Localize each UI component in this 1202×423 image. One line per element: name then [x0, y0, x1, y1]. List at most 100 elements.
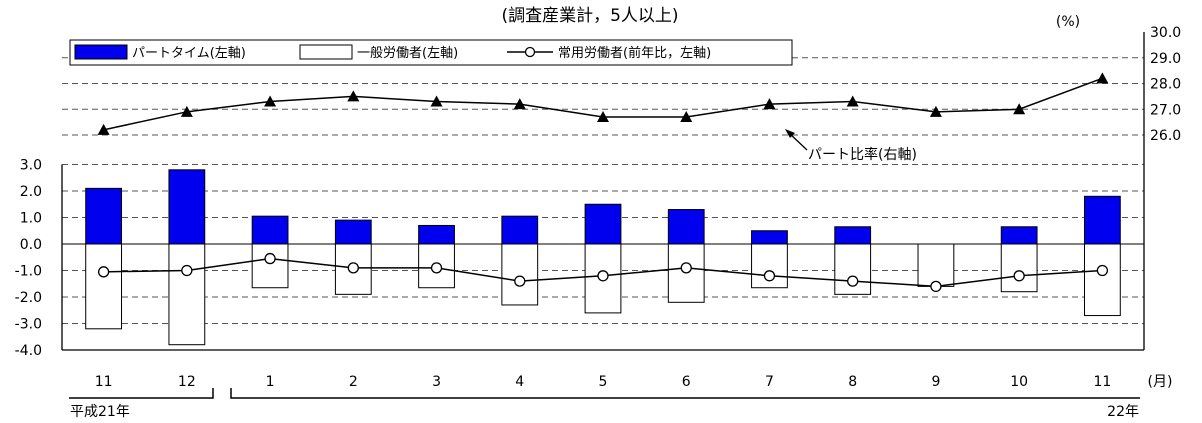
part-ratio-point — [430, 95, 443, 107]
legend-part-time-label: パートタイム(左軸) — [132, 46, 246, 61]
left-tick-label: -4.0 — [15, 343, 42, 359]
x-axis-ticks: 11 12 1 2 3 4 5 6 7 8 9 10 11 — [95, 374, 1112, 390]
legend-general-swatch — [299, 44, 353, 60]
x-tick-label: 5 — [599, 374, 608, 390]
part-time-bar — [334, 219, 372, 245]
part-time-bar — [1083, 195, 1121, 245]
part-ratio-point — [347, 90, 360, 102]
x-tick-label: 11 — [1093, 374, 1111, 390]
x-tick-label: 10 — [1010, 374, 1028, 390]
part-ratio-point — [597, 110, 609, 122]
part-time-bar — [751, 230, 788, 245]
regular-worker-point — [1096, 264, 1109, 277]
legend-general-label: 一般労働者(左軸) — [357, 45, 458, 61]
left-tick-label: 0.0 — [20, 237, 42, 253]
general-worker-bar — [917, 243, 955, 287]
part-time-bar — [251, 215, 289, 245]
left-tick-label: -1.0 — [15, 264, 42, 280]
regular-worker-point — [930, 280, 942, 293]
part-time-bar — [584, 203, 622, 245]
part-ratio-point — [264, 95, 277, 107]
regular-worker-line — [97, 252, 1109, 293]
year-label-right: 22年 — [1107, 404, 1139, 420]
regular-worker-point — [680, 262, 692, 274]
general-worker-bar — [168, 243, 206, 346]
part-time-bar — [1000, 226, 1038, 245]
right-tick-label: 26.0 — [1150, 128, 1181, 144]
ratio-annotation: パート比率(右軸) — [785, 129, 917, 163]
regular-worker-point — [597, 270, 609, 282]
part-ratio-point — [513, 98, 526, 110]
part-ratio-point — [763, 98, 776, 110]
right-axis-unit: (%) — [1056, 14, 1080, 30]
part-time-bar — [168, 169, 206, 245]
regular-worker-point — [181, 264, 193, 277]
x-tick-label: 7 — [765, 374, 774, 390]
legend-regular-label: 常用労働者(前年比，左軸) — [558, 45, 711, 61]
right-tick-label: 30.0 — [1150, 25, 1181, 41]
x-tick-label: 4 — [515, 374, 524, 390]
legend-regular-marker — [524, 46, 536, 58]
general-worker-bars — [85, 243, 1121, 346]
general-worker-bar — [834, 243, 872, 295]
part-ratio-point — [846, 95, 859, 107]
general-worker-bar — [501, 243, 539, 306]
x-tick-label: 2 — [349, 374, 358, 390]
x-tick-label: 12 — [178, 374, 196, 390]
legend: パートタイム(左軸) 一般労働者(左軸) 常用労働者(前年比，左軸) — [69, 39, 793, 66]
part-ratio-line — [97, 72, 1109, 135]
right-tick-label: 27.0 — [1150, 102, 1181, 118]
general-worker-bar — [1000, 243, 1038, 293]
part-ratio-point — [180, 105, 193, 117]
part-time-bar — [834, 226, 872, 245]
part-ratio-point — [680, 110, 693, 122]
left-tick-label: -3.0 — [15, 317, 42, 333]
left-tick-label: 1.0 — [20, 211, 42, 227]
part-ratio-point — [97, 123, 110, 135]
year-bracket-2009 — [69, 388, 214, 399]
x-tick-label: 6 — [682, 374, 691, 390]
x-axis-unit: (月) — [1148, 374, 1173, 390]
annotation-arrowhead — [785, 129, 795, 138]
year-brackets — [69, 388, 1140, 399]
x-tick-label: 11 — [95, 374, 113, 390]
regular-worker-point — [97, 266, 110, 278]
part-time-bar — [667, 209, 705, 245]
x-tick-label: 9 — [931, 374, 940, 390]
regular-worker-point — [347, 262, 359, 274]
x-tick-label: 8 — [848, 374, 857, 390]
left-axis-ticks: 3.0 2.0 1.0 0.0 -1.0 -2.0 -3.0 -4.0 — [15, 158, 42, 360]
regular-worker-point — [514, 275, 526, 287]
right-axis-ticks: 30.0 29.0 28.0 27.0 26.0 — [1150, 25, 1181, 144]
year-bracket-2010 — [230, 388, 1140, 399]
right-tick-label: 28.0 — [1150, 77, 1181, 93]
left-tick-label: 3.0 — [20, 158, 42, 174]
left-tick-label: 2.0 — [20, 184, 42, 200]
regular-worker-point — [847, 275, 859, 287]
right-tick-label: 29.0 — [1150, 51, 1181, 67]
x-tick-label: 1 — [266, 374, 275, 390]
regular-worker-point — [763, 270, 776, 282]
part-ratio-point — [1013, 103, 1026, 115]
regular-worker-point — [430, 262, 443, 274]
part-ratio-polyline — [103, 77, 1103, 131]
legend-part-time-swatch — [74, 44, 128, 60]
chart-title: (調査産業計，5人以上) — [501, 6, 678, 26]
part-time-bar — [85, 187, 123, 245]
year-label-left: 平成21年 — [70, 404, 130, 420]
part-time-bar — [501, 215, 539, 245]
part-ratio-point — [1096, 72, 1109, 84]
left-tick-label: -2.0 — [15, 290, 42, 306]
annotation-label: パート比率(右軸) — [808, 146, 917, 163]
general-worker-bar — [85, 243, 123, 330]
regular-worker-point — [264, 252, 276, 265]
part-time-bar — [418, 224, 455, 245]
legend-box — [69, 39, 793, 66]
part-time-bars — [85, 169, 1121, 246]
x-tick-label: 3 — [432, 374, 441, 390]
part-ratio-point — [929, 105, 942, 117]
general-worker-bar — [1083, 243, 1121, 317]
general-worker-bar — [251, 243, 289, 289]
regular-worker-point — [1013, 270, 1025, 282]
